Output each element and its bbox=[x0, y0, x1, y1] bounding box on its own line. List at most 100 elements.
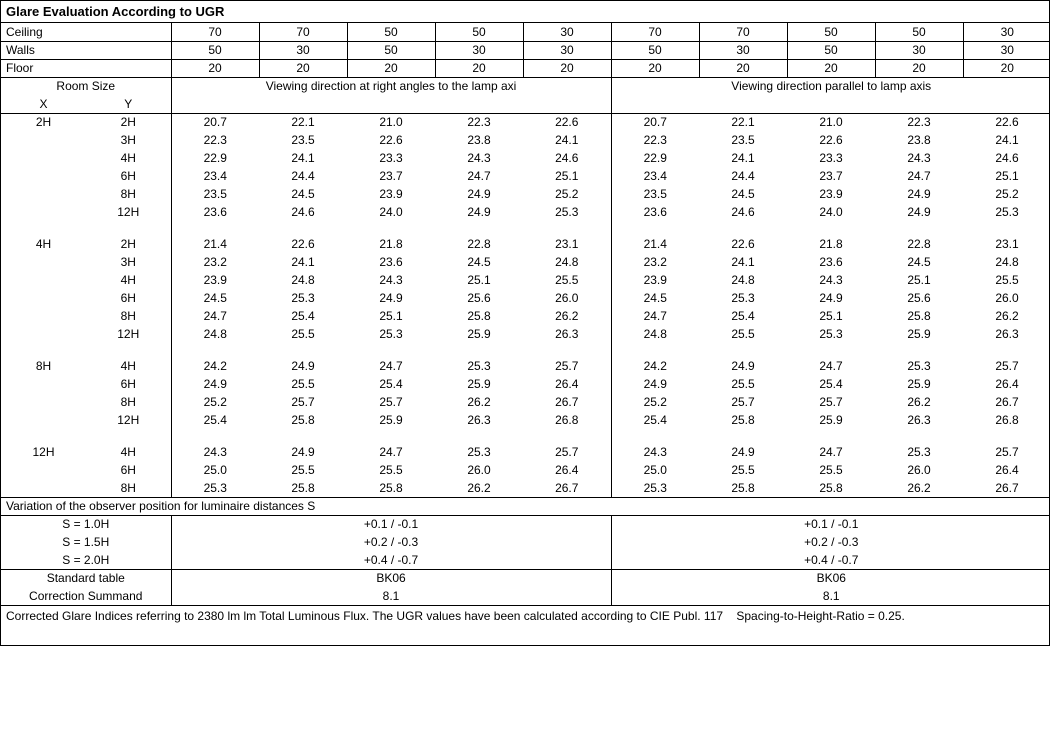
ugr-value: 23.8 bbox=[875, 131, 963, 149]
x-value bbox=[1, 479, 86, 497]
data-row: 8H23.524.523.924.925.223.524.523.924.925… bbox=[1, 185, 1050, 203]
ugr-value: 21.8 bbox=[787, 235, 875, 253]
ugr-value: 24.9 bbox=[787, 289, 875, 307]
data-row: 8H25.325.825.826.226.725.325.825.826.226… bbox=[1, 479, 1050, 497]
ugr-value: 23.5 bbox=[611, 185, 699, 203]
data-row: 2H2H20.722.121.022.322.620.722.121.022.3… bbox=[1, 113, 1050, 131]
ugr-value: 22.9 bbox=[171, 149, 259, 167]
y-value: 8H bbox=[86, 185, 171, 203]
ugr-value: 23.5 bbox=[259, 131, 347, 149]
y-value: 2H bbox=[86, 235, 171, 253]
y-header: Y bbox=[86, 95, 171, 113]
reflectance-value: 30 bbox=[963, 23, 1050, 41]
summary-value-a: BK06 bbox=[171, 569, 611, 587]
x-value bbox=[1, 253, 86, 271]
data-row: 8H25.225.725.726.226.725.225.725.726.226… bbox=[1, 393, 1050, 411]
data-row: 4H22.924.123.324.324.622.924.123.324.324… bbox=[1, 149, 1050, 167]
y-value: 2H bbox=[86, 113, 171, 131]
ugr-value: 25.4 bbox=[171, 411, 259, 429]
x-value bbox=[1, 375, 86, 393]
ugr-value: 24.6 bbox=[699, 203, 787, 221]
data-row: 12H23.624.624.024.925.323.624.624.024.92… bbox=[1, 203, 1050, 221]
x-value bbox=[1, 325, 86, 343]
reflectance-label: Floor bbox=[1, 59, 171, 77]
y-value: 4H bbox=[86, 271, 171, 289]
ugr-value: 23.9 bbox=[347, 185, 435, 203]
ugr-value: 21.0 bbox=[787, 113, 875, 131]
ugr-value: 24.1 bbox=[523, 131, 611, 149]
ugr-value: 26.0 bbox=[523, 289, 611, 307]
variation-value-b: +0.2 / -0.3 bbox=[611, 533, 1050, 551]
y-value: 6H bbox=[86, 461, 171, 479]
reflectance-row: Walls50305030305030503030 bbox=[1, 41, 1050, 59]
x-value bbox=[1, 149, 86, 167]
reflectance-value: 20 bbox=[963, 59, 1050, 77]
reflectance-value: 20 bbox=[875, 59, 963, 77]
reflectance-label: Walls bbox=[1, 41, 171, 59]
ugr-value: 21.4 bbox=[611, 235, 699, 253]
ugr-value: 23.3 bbox=[347, 149, 435, 167]
ugr-value: 25.3 bbox=[435, 357, 523, 375]
ugr-value: 25.7 bbox=[523, 357, 611, 375]
data-row: 6H25.025.525.526.026.425.025.525.526.026… bbox=[1, 461, 1050, 479]
ugr-value: 25.9 bbox=[787, 411, 875, 429]
x-value bbox=[1, 203, 86, 221]
data-row: 12H25.425.825.926.326.825.425.825.926.32… bbox=[1, 411, 1050, 429]
ugr-value: 25.2 bbox=[171, 393, 259, 411]
data-row: 8H24.725.425.125.826.224.725.425.125.826… bbox=[1, 307, 1050, 325]
ugr-value: 26.8 bbox=[963, 411, 1050, 429]
ugr-value: 21.0 bbox=[347, 113, 435, 131]
reflectance-value: 20 bbox=[699, 59, 787, 77]
room-size-label: Room Size bbox=[1, 77, 171, 95]
reflectance-value: 50 bbox=[435, 23, 523, 41]
ugr-value: 22.3 bbox=[875, 113, 963, 131]
ugr-value: 22.6 bbox=[787, 131, 875, 149]
ugr-value: 25.3 bbox=[787, 325, 875, 343]
ugr-value: 25.3 bbox=[699, 289, 787, 307]
ugr-value: 25.5 bbox=[523, 271, 611, 289]
ugr-value: 24.6 bbox=[523, 149, 611, 167]
reflectance-value: 70 bbox=[171, 23, 259, 41]
ugr-value: 26.3 bbox=[435, 411, 523, 429]
ugr-value: 24.8 bbox=[171, 325, 259, 343]
reflectance-value: 70 bbox=[259, 23, 347, 41]
variation-value-b: +0.4 / -0.7 bbox=[611, 551, 1050, 569]
ugr-table-container: Glare Evaluation According to UGR Ceilin… bbox=[0, 0, 1050, 646]
ugr-value: 25.1 bbox=[963, 167, 1050, 185]
ugr-value: 25.5 bbox=[347, 461, 435, 479]
y-value: 6H bbox=[86, 375, 171, 393]
ugr-value: 24.3 bbox=[347, 271, 435, 289]
ugr-value: 26.0 bbox=[875, 461, 963, 479]
ugr-value: 24.4 bbox=[259, 167, 347, 185]
reflectance-value: 50 bbox=[347, 41, 435, 59]
x-value bbox=[1, 393, 86, 411]
ugr-value: 24.9 bbox=[875, 185, 963, 203]
reflectance-value: 50 bbox=[875, 23, 963, 41]
ugr-value: 24.8 bbox=[523, 253, 611, 271]
ugr-value: 21.8 bbox=[347, 235, 435, 253]
ugr-value: 25.3 bbox=[523, 203, 611, 221]
reflectance-value: 20 bbox=[523, 59, 611, 77]
ugr-value: 25.2 bbox=[963, 185, 1050, 203]
ugr-value: 24.4 bbox=[699, 167, 787, 185]
data-row: 6H23.424.423.724.725.123.424.423.724.725… bbox=[1, 167, 1050, 185]
footnote: Corrected Glare Indices referring to 238… bbox=[1, 605, 1049, 645]
ugr-value: 25.8 bbox=[347, 479, 435, 497]
ugr-value: 22.6 bbox=[259, 235, 347, 253]
ugr-value: 24.9 bbox=[259, 357, 347, 375]
y-value: 3H bbox=[86, 253, 171, 271]
xy-header-row: XY bbox=[1, 95, 1050, 113]
reflectance-value: 20 bbox=[171, 59, 259, 77]
ugr-value: 26.7 bbox=[523, 393, 611, 411]
ugr-value: 23.9 bbox=[611, 271, 699, 289]
ugr-value: 25.7 bbox=[699, 393, 787, 411]
ugr-value: 24.8 bbox=[611, 325, 699, 343]
summary-value-a: 8.1 bbox=[171, 587, 611, 605]
ugr-value: 25.4 bbox=[699, 307, 787, 325]
ugr-value: 24.5 bbox=[435, 253, 523, 271]
ugr-value: 25.8 bbox=[259, 411, 347, 429]
ugr-value: 25.8 bbox=[787, 479, 875, 497]
ugr-value: 25.8 bbox=[699, 479, 787, 497]
ugr-value: 24.9 bbox=[699, 443, 787, 461]
reflectance-value: 50 bbox=[611, 41, 699, 59]
